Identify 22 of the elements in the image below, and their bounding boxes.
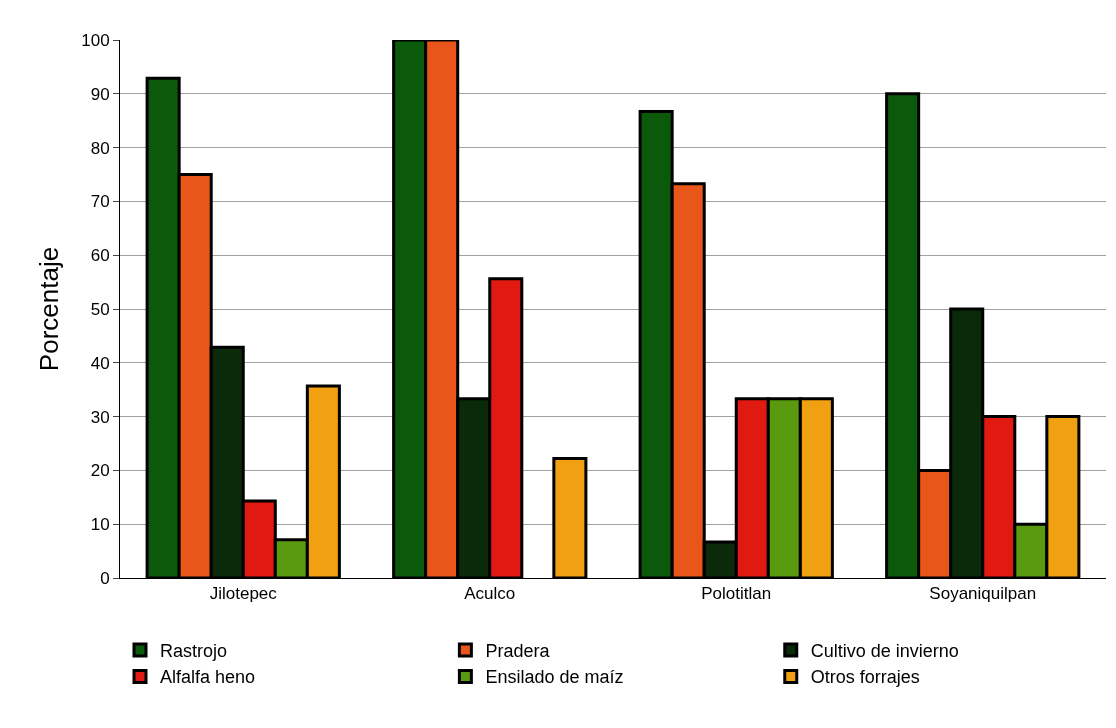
y-tick-label: 50 — [90, 299, 110, 319]
legend-label: Cultivo de invierno — [810, 641, 959, 662]
legend-label: Rastrojo — [160, 641, 228, 662]
y-tick-label: 40 — [90, 353, 110, 373]
x-tick-label: Jilotepec — [209, 584, 278, 604]
y-tick-label: 90 — [90, 84, 110, 104]
legend-label: Pradera — [485, 641, 551, 662]
y-axis-title: Porcentaje — [33, 246, 64, 372]
y-tick-label: 10 — [90, 515, 110, 535]
y-tick-label: 0 — [100, 568, 110, 588]
y-tick-label: 100 — [81, 30, 110, 50]
y-tick-label: 70 — [90, 192, 110, 212]
y-tick-label: 30 — [90, 407, 110, 427]
x-tick-label: Soyaniquilpan — [929, 584, 1037, 604]
y-tick-label: 80 — [90, 138, 110, 158]
y-tick-label: 60 — [90, 246, 110, 266]
x-tick-label: Polotitlan — [701, 584, 772, 604]
legend-label: Ensilado de maíz — [485, 667, 624, 688]
legend-label: Otros forrajes — [810, 667, 920, 688]
legend-label: Alfalfa heno — [160, 667, 256, 688]
y-tick-label: 20 — [90, 461, 110, 481]
x-tick-label: Aculco — [464, 584, 516, 604]
